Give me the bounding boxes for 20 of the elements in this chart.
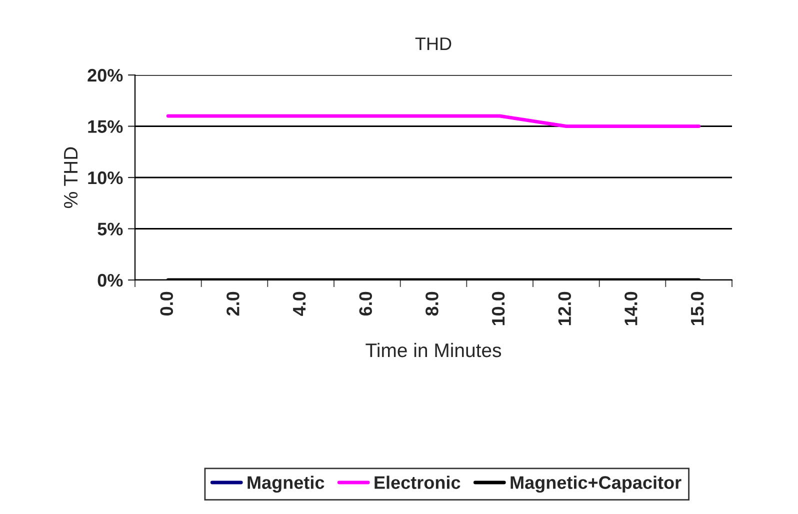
- x-tick-label: 12.0: [558, 292, 572, 326]
- x-tick-label: 0.0: [160, 292, 174, 316]
- x-tick-label: 6.0: [359, 292, 372, 316]
- x-tick-label: 10.0: [492, 292, 505, 326]
- x-tick-label: 15.0: [690, 292, 704, 326]
- y-tick-label: 20%: [88, 68, 123, 82]
- x-tick-label: 4.0: [292, 292, 306, 316]
- y-tick-label: 15%: [88, 120, 123, 133]
- chart-title: THD: [415, 38, 452, 50]
- y-tick-label: 5%: [98, 222, 123, 236]
- y-tick-label: 10%: [88, 171, 123, 184]
- x-tick-label: 14.0: [624, 292, 638, 326]
- legend-label: Magnetic: [248, 476, 324, 493]
- x-tick-label: 2.0: [226, 292, 240, 316]
- y-tick-label: 0%: [98, 274, 123, 287]
- legend-label: Magnetic+Capacitor: [510, 476, 682, 493]
- x-axis-title: Time in Minutes: [366, 342, 502, 358]
- y-axis-title: % THD: [64, 147, 78, 208]
- legend-label: Electronic: [374, 476, 460, 489]
- x-tick-label: 8.0: [426, 292, 438, 316]
